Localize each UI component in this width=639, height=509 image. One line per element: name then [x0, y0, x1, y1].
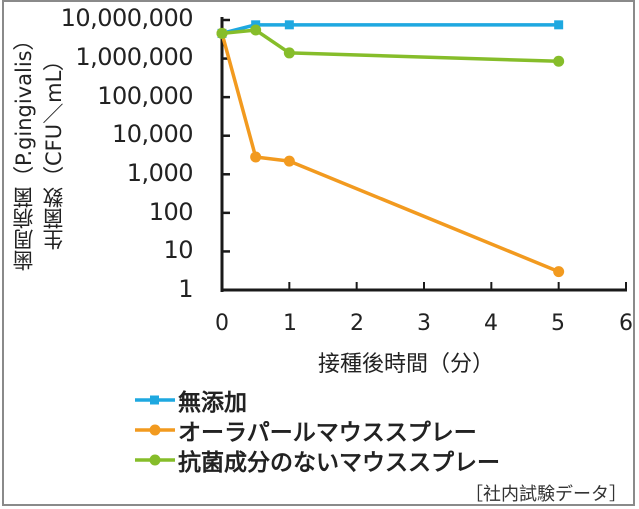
- series-line: [220, 32, 560, 274]
- x-tick-label: 1: [283, 311, 297, 336]
- series-line: [221, 28, 559, 64]
- x-tick-label: 2: [350, 311, 364, 336]
- legend-label: 無添加: [178, 390, 247, 416]
- data-point-circle: [250, 24, 262, 36]
- y-tick-label: 1,000,000: [75, 43, 193, 71]
- legend-item-non-antibacterial-spray: 抗菌成分のないマウススプレー: [135, 445, 500, 476]
- data-point-square: [284, 20, 294, 30]
- legend-line-square-icon: [135, 395, 175, 405]
- data-point-circle: [283, 155, 295, 167]
- data-point-circle: [216, 27, 228, 39]
- legend-label: 抗菌成分のないマウススプレー: [178, 450, 500, 476]
- y-tick-label: 10: [163, 236, 193, 264]
- y-tick-label: 1: [178, 275, 193, 303]
- data-point-circle: [250, 151, 262, 163]
- y-tick-label: 1,000: [126, 159, 194, 187]
- x-axis-label: 接種後時間（分）: [318, 352, 495, 377]
- y-tick-label: 10,000: [112, 120, 193, 148]
- x-tick-label: 3: [417, 311, 431, 336]
- y-tick-label: 100,000: [97, 82, 193, 110]
- legend-item-aurapearl-spray: オーラパールマウススプレー: [135, 415, 500, 446]
- y-tick-label: 10,000,000: [60, 4, 194, 32]
- data-point-square: [554, 20, 564, 30]
- x-tick-label: 5: [551, 311, 565, 336]
- legend-line-circle-icon: [135, 454, 175, 466]
- y-tick-label: 100: [148, 198, 194, 226]
- x-tick-label: 4: [484, 311, 498, 336]
- data-point-circle: [553, 266, 565, 278]
- data-point-circle: [553, 55, 565, 67]
- legend-label: オーラパールマウススプレー: [178, 420, 477, 446]
- series-line: [221, 23, 559, 36]
- source-note: ［社内試験データ］: [465, 484, 627, 505]
- data-point-circle: [283, 47, 295, 59]
- legend-line-circle-icon: [135, 424, 175, 436]
- x-tick-label: 0: [215, 311, 229, 336]
- legend-item-no-additive: 無添加: [135, 385, 500, 416]
- legend: 無添加 オーラパールマウススプレー 抗菌成分のないマウススプレー: [135, 385, 500, 476]
- x-tick-label: 6: [619, 311, 633, 336]
